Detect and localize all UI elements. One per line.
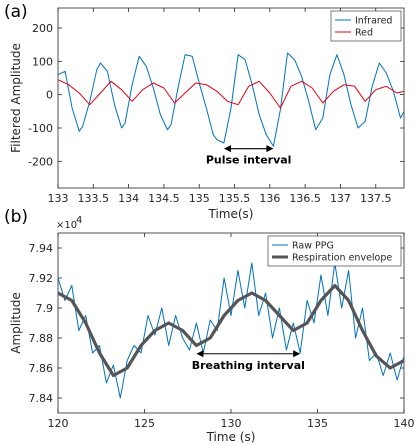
y-tick-label: -200: [28, 155, 53, 168]
y-axis-label: Amplitude: [9, 292, 23, 354]
legend-label: Raw PPG: [292, 241, 334, 252]
annotation-arrowhead-right: [293, 350, 301, 358]
annotation-arrowhead-left: [196, 350, 204, 358]
x-axis-label: Time (s): [206, 430, 256, 444]
legend-label: Respiration envelope: [292, 253, 392, 264]
x-tick-label: 120: [48, 417, 69, 430]
y-tick-label: 200: [32, 22, 53, 35]
annotation-arrowhead-right: [266, 145, 274, 153]
y-tick-label: -100: [28, 122, 53, 135]
x-tick-label: 134: [118, 192, 139, 205]
y-tick-label: 7.94: [29, 242, 54, 255]
annotation-arrowhead-left: [223, 145, 231, 153]
series-line-raw-ppg: [58, 262, 404, 399]
x-tick-label: 135: [189, 192, 210, 205]
x-tick-label: 140: [394, 417, 415, 430]
x-tick-label: 136: [259, 192, 280, 205]
legend-box: [267, 235, 402, 267]
legend-label: Infrared: [355, 16, 392, 27]
y-tick-label: 0: [46, 89, 53, 102]
x-tick-label: 134.5: [148, 192, 180, 205]
y-tick-label: 7.86: [29, 362, 54, 375]
y-tick-label: 7.9: [36, 302, 54, 315]
panel-a-label: (a): [4, 2, 28, 22]
legend-label: Red: [355, 28, 373, 39]
x-tick-label: 137.5: [360, 192, 392, 205]
y-tick-label: 7.88: [29, 332, 54, 345]
legend-box: [330, 10, 402, 42]
annotation-label: Breathing interval: [192, 359, 305, 372]
x-tick-label: 137: [330, 192, 351, 205]
y-exponent-power: 4: [76, 215, 82, 226]
series-line-red: [58, 79, 404, 109]
annotation-label: Pulse interval: [206, 154, 292, 167]
y-tick-label: 100: [32, 55, 53, 68]
plot-frame: [57, 7, 405, 189]
x-axis-label: Time(s): [208, 207, 254, 221]
x-tick-label: 135: [307, 417, 328, 430]
x-tick-label: 136.5: [289, 192, 321, 205]
y-exponent-label: ×10: [56, 220, 77, 231]
series-line-infrared: [58, 52, 404, 147]
x-tick-label: 135.5: [219, 192, 251, 205]
y-axis-label: Filtered Amplitude: [9, 43, 23, 153]
chart-b: 120 125 130 135 140 7.84 7.86 7.88 7.9 7.92 7.94 Ti…: [9, 215, 415, 444]
x-tick-label: 133: [48, 192, 69, 205]
x-tick-label: 125: [134, 417, 155, 430]
y-tick-label: 7.92: [29, 272, 54, 285]
x-tick-label: 133.5: [78, 192, 110, 205]
chart-a: 133 133.5 134 134.5 135 135.5 136 136.5 137 137.5…: [9, 7, 405, 221]
series-line-respiration-envelope: [58, 283, 404, 378]
x-tick-label: 130: [221, 417, 242, 430]
panel-b-label: (b): [4, 207, 28, 227]
y-tick-label: 7.84: [29, 392, 54, 405]
